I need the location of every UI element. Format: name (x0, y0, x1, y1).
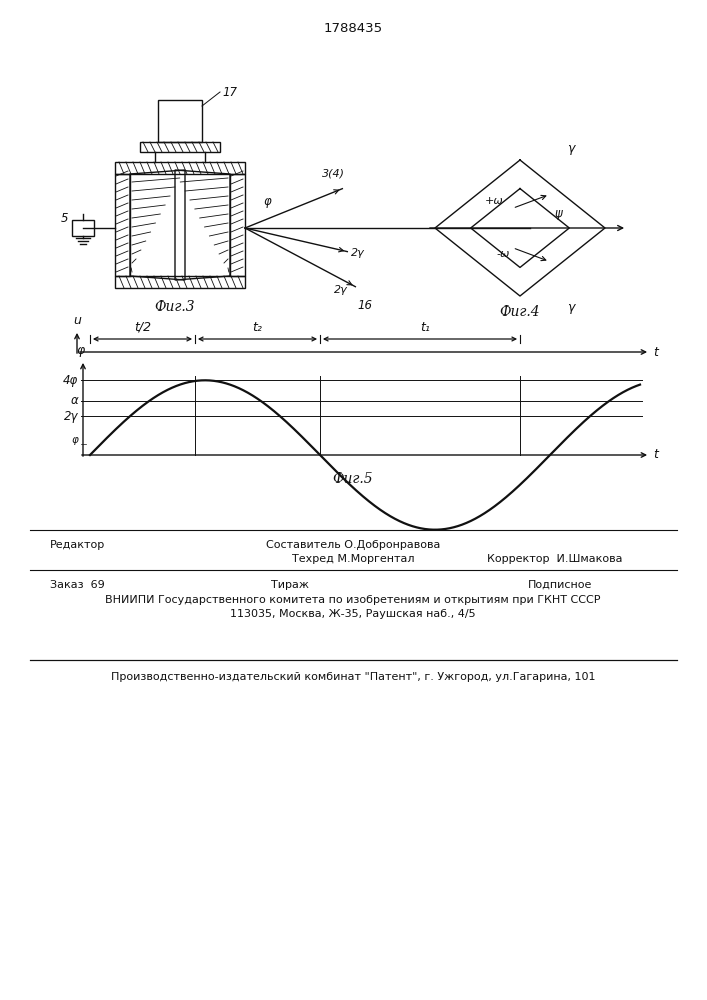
Text: t/2: t/2 (134, 321, 151, 334)
Text: Фиг.5: Фиг.5 (333, 472, 373, 486)
Bar (140, 142, 220, 152)
Bar (72, 220, 94, 236)
Text: 5: 5 (61, 212, 68, 225)
Text: 113035, Москва, Ж-35, Раушская наб., 4/5: 113035, Москва, Ж-35, Раушская наб., 4/5 (230, 609, 476, 619)
Text: ψ: ψ (554, 207, 562, 220)
Text: Тираж: Тираж (271, 580, 309, 590)
Bar (230, 174, 245, 276)
Text: 2γ: 2γ (64, 410, 78, 423)
Text: Заказ  69: Заказ 69 (50, 580, 105, 590)
Text: t₂: t₂ (252, 321, 262, 334)
Text: Редактор: Редактор (50, 540, 105, 550)
Text: Техред М.Моргентал: Техред М.Моргентал (292, 554, 414, 564)
Text: 2γ: 2γ (334, 285, 347, 295)
Text: α: α (70, 394, 78, 408)
Bar (158, 100, 202, 142)
Text: ВНИИПИ Государственного комитета по изобретениям и открытиям при ГКНТ СССР: ВНИИПИ Государственного комитета по изоб… (105, 595, 601, 605)
Text: Корректор  И.Шмакова: Корректор И.Шмакова (487, 554, 623, 564)
Text: t: t (653, 346, 658, 359)
Text: +ω: +ω (485, 196, 504, 206)
Text: Производственно-издательский комбинат "Патент", г. Ужгород, ул.Гагарина, 101: Производственно-издательский комбинат "П… (111, 672, 595, 682)
Bar (115, 276, 245, 288)
Text: Составитель О.Добронравова: Составитель О.Добронравова (266, 540, 440, 550)
Text: φ: φ (77, 344, 85, 357)
Text: -ω: -ω (496, 249, 510, 259)
Text: Фиг.4: Фиг.4 (500, 305, 540, 319)
Text: 1788435: 1788435 (323, 22, 382, 35)
Text: Подписное: Подписное (528, 580, 592, 590)
Text: φ: φ (263, 195, 271, 208)
Text: 4φ: 4φ (63, 374, 78, 387)
Text: φ: φ (71, 435, 78, 445)
Text: u: u (73, 314, 81, 327)
Text: 2γ: 2γ (351, 248, 365, 258)
Text: Фиг.3: Фиг.3 (155, 300, 195, 314)
Text: 17: 17 (222, 86, 237, 99)
Text: γ: γ (567, 142, 574, 155)
Text: t₁: t₁ (420, 321, 430, 334)
Text: 3(4): 3(4) (322, 169, 345, 179)
Text: t: t (653, 448, 658, 462)
Bar (115, 174, 130, 276)
Bar (115, 162, 245, 174)
Text: γ: γ (567, 301, 574, 314)
Text: 16: 16 (357, 299, 373, 312)
